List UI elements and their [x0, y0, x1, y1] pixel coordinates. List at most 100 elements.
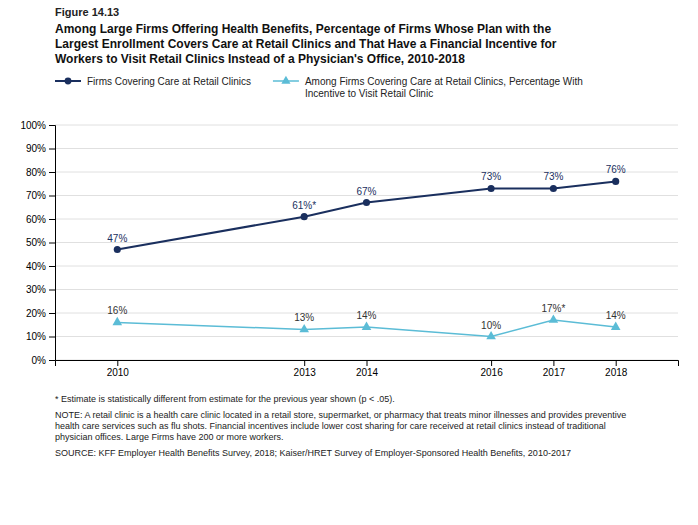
- point-marker: [362, 322, 372, 330]
- x-tick: 2010: [107, 360, 130, 378]
- y-tick-mark: [49, 266, 55, 267]
- chart: Figure 14.13 Among Large Firms Offering H…: [0, 0, 698, 525]
- footnote-line: * Estimate is statistically different fr…: [55, 394, 395, 404]
- figure-label: Figure 14.13: [55, 6, 119, 18]
- point-marker: [363, 199, 370, 206]
- x-axis-line: [56, 361, 679, 367]
- data-label: 16%: [107, 305, 127, 316]
- data-label: 47%: [107, 233, 127, 244]
- y-tick-mark: [49, 243, 55, 244]
- y-tick-label: 70%: [26, 190, 46, 201]
- y-tick-mark: [49, 313, 55, 314]
- footnote: * Estimate is statistically different fr…: [55, 394, 395, 404]
- grid-line: [55, 148, 678, 149]
- y-tick-label: 20%: [26, 308, 46, 319]
- y-tick-mark: [49, 360, 55, 361]
- y-tick: 90%: [26, 143, 55, 154]
- data-label: 10%: [481, 320, 501, 331]
- x-tick-label: 2017: [543, 367, 566, 378]
- x-tick-mark: [491, 360, 492, 366]
- y-tick-label: 100%: [20, 120, 46, 131]
- point-marker: [114, 246, 121, 253]
- x-tick-mark: [553, 360, 554, 366]
- data-label: 61%*: [292, 200, 316, 211]
- point-marker: [550, 185, 557, 192]
- title-line: Largest Enrollment Covers Care at Retail…: [55, 37, 557, 51]
- data-label: 76%: [606, 164, 626, 175]
- point-marker: [612, 178, 619, 185]
- series-line: [117, 320, 615, 336]
- title: Among Large Firms Offering Health Benefi…: [55, 22, 557, 66]
- x-tick-mark: [117, 360, 118, 366]
- y-tick-mark: [49, 196, 55, 197]
- grid-line: [55, 125, 678, 126]
- point-marker: [301, 213, 308, 220]
- x-axis: 2010 2013 2014 2016 2017 2018: [56, 360, 679, 378]
- y-tick-label: 30%: [26, 284, 46, 295]
- y-tick-mark: [49, 172, 55, 173]
- legend-label: Among Firms Covering Care at Retail Clin…: [305, 76, 583, 99]
- title-line: Workers to Visit Retail Clinics Instead …: [55, 52, 465, 66]
- grid-line: [55, 266, 678, 267]
- y-tick: 20%: [26, 308, 55, 319]
- x-tick: 2016: [480, 360, 503, 378]
- y-tick: 0%: [32, 355, 55, 366]
- x-tick-mark: [304, 360, 305, 366]
- y-tick-mark: [49, 149, 55, 150]
- y-tick-label: 0%: [32, 355, 47, 366]
- legend-item: Among Firms Covering Care at Retail Clin…: [273, 76, 583, 99]
- legend-label-line: Among Firms Covering Care at Retail Clin…: [305, 76, 583, 87]
- x-tick-label: 2018: [605, 367, 628, 378]
- marks: [112, 178, 620, 339]
- grid-line: [55, 172, 678, 173]
- x-tick-label: 2013: [294, 367, 317, 378]
- legend-label: Firms Covering Care at Retail Clinics: [87, 76, 251, 87]
- footnote-line: SOURCE: KFF Employer Health Benefits Sur…: [55, 448, 571, 458]
- footnote-line: physician offices. Large Firms have 200 …: [55, 432, 283, 442]
- footnote-line: NOTE: A retail clinic is a health care c…: [55, 410, 626, 420]
- x-tick-mark: [367, 360, 368, 366]
- y-tick: 80%: [26, 167, 55, 178]
- x-tick: 2014: [356, 360, 379, 378]
- series-line: [117, 181, 615, 249]
- data-label: 14%: [606, 310, 626, 321]
- point-marker: [299, 324, 309, 332]
- x-tick-label: 2014: [356, 367, 379, 378]
- data-label: 13%: [294, 312, 314, 323]
- x-tick: 2013: [294, 360, 317, 378]
- footnote-line: health care services such as flu shots. …: [55, 421, 606, 431]
- grid: [55, 125, 678, 360]
- x-tick: 2018: [605, 360, 628, 378]
- data-label: 67%: [356, 186, 376, 197]
- x-tick-mark: [616, 360, 617, 366]
- legend-label-line: Firms Covering Care at Retail Clinics: [87, 76, 251, 87]
- y-tick-mark: [49, 125, 55, 126]
- x-tick-label: 2010: [107, 367, 130, 378]
- y-tick: 70%: [26, 190, 55, 201]
- y-axis-line: [49, 126, 56, 361]
- y-tick: 30%: [26, 284, 55, 295]
- y-tick: 10%: [26, 331, 55, 342]
- y-tick: 60%: [26, 214, 55, 225]
- data-label: 17%*: [541, 303, 565, 314]
- legend: Firms Covering Care at Retail Clinics Amo…: [55, 76, 583, 99]
- grid-line: [55, 242, 678, 243]
- legend-item: Firms Covering Care at Retail Clinics: [55, 76, 251, 87]
- grid-line: [55, 219, 678, 220]
- legend-marker: [281, 76, 290, 84]
- point-marker: [486, 331, 496, 339]
- y-tick-label: 10%: [26, 331, 46, 342]
- title-line: Among Large Firms Offering Health Benefi…: [55, 22, 551, 36]
- y-axis: 0% 10% 20% 30% 40% 50% 60% 70% 80% 90% 100%: [20, 120, 55, 366]
- grid-line: [55, 289, 678, 290]
- data-label: 73%: [543, 171, 563, 182]
- y-tick-mark: [49, 337, 55, 338]
- y-tick: 40%: [26, 261, 55, 272]
- point-marker: [611, 322, 621, 330]
- footnote: NOTE: A retail clinic is a health care c…: [55, 410, 626, 442]
- footnote: SOURCE: KFF Employer Health Benefits Sur…: [55, 448, 571, 458]
- y-tick-label: 60%: [26, 214, 46, 225]
- data-label: 73%: [481, 171, 501, 182]
- y-tick: 50%: [26, 237, 55, 248]
- point-marker: [488, 185, 495, 192]
